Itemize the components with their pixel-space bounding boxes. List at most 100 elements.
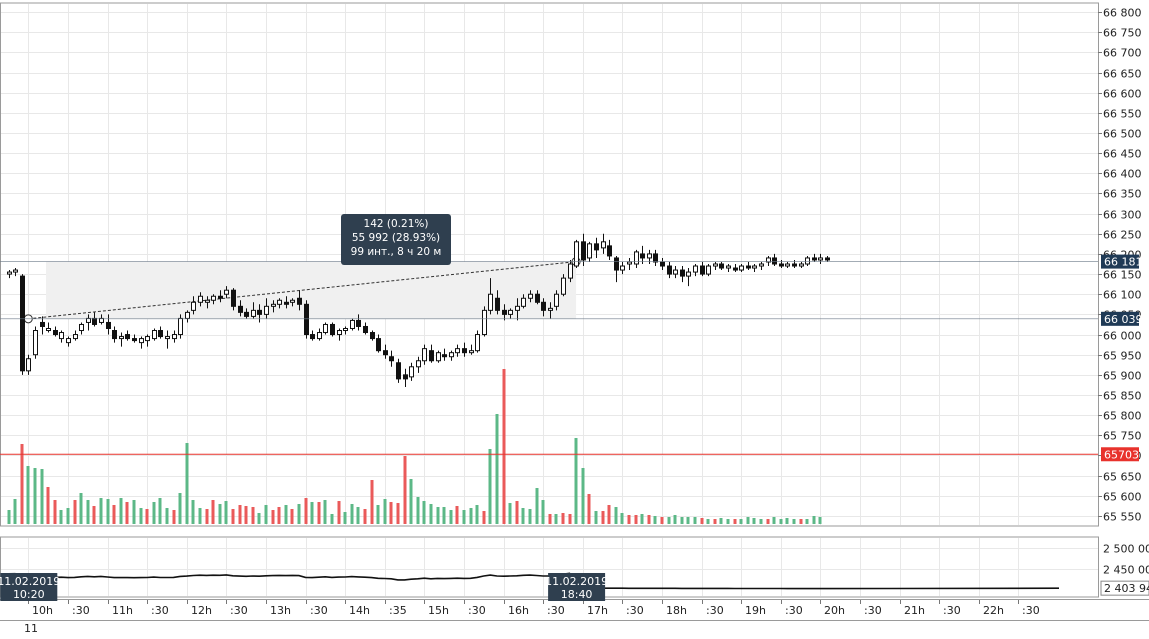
candle [488, 278, 493, 315]
candle [244, 308, 249, 319]
candle [231, 288, 236, 311]
candle [561, 274, 566, 297]
candle-body-up [548, 307, 553, 311]
candle-body-down [297, 297, 302, 305]
candle-body-up [686, 271, 691, 277]
candle-body-down [594, 243, 599, 251]
volume-bar [132, 500, 136, 524]
candle-body-down [92, 317, 97, 325]
candle-body-up [601, 241, 606, 249]
candle [152, 328, 157, 341]
candle [779, 259, 784, 269]
candle [284, 296, 289, 309]
volume-bar [713, 519, 717, 524]
candle [271, 300, 276, 313]
volume-bar [792, 519, 796, 524]
volume-bar [178, 493, 182, 524]
volume-bar [389, 502, 393, 524]
volume-bar [238, 505, 242, 524]
candle [132, 334, 137, 343]
candle-body-up [337, 330, 342, 336]
candle [647, 249, 652, 264]
price-tick-label: 66 100 [1103, 289, 1142, 302]
time-tick-label: 11h [112, 604, 133, 617]
volume-bar [337, 501, 341, 524]
volume-bar [772, 517, 776, 524]
price-tick-label: 66 750 [1103, 27, 1142, 40]
volume-bar [264, 505, 268, 524]
candle-body-up [818, 257, 823, 261]
candle [482, 306, 487, 337]
price-tick-label: 66 500 [1103, 128, 1142, 141]
candle [66, 336, 71, 347]
candle [601, 233, 606, 254]
candle [502, 304, 507, 321]
candle-body-up [799, 263, 804, 267]
candle [40, 316, 45, 335]
volume-bar [594, 511, 598, 524]
volume-bar [462, 510, 466, 524]
candle-body-up [568, 263, 573, 279]
time-tick-label: :30 [626, 604, 644, 617]
candle [818, 253, 823, 264]
volume-bar [739, 519, 743, 524]
candle [653, 249, 658, 267]
price-tick-label: 66 450 [1103, 148, 1142, 161]
candle-body-up [290, 299, 295, 303]
candle [403, 368, 408, 387]
volume-bar [482, 511, 486, 524]
date-badge-bg [0, 573, 58, 601]
indicator-panel [8, 572, 1060, 590]
candle-body-down [660, 261, 665, 267]
candle [330, 322, 335, 337]
volume-bar [92, 506, 96, 524]
candle [119, 332, 124, 347]
volume-bar [535, 488, 539, 524]
grid [0, 2, 1149, 621]
candle [508, 308, 513, 319]
price-marker-label-bg [1101, 254, 1139, 269]
volume-bar [805, 519, 809, 524]
candle [125, 330, 130, 341]
time-tick-label: :30 [230, 604, 248, 617]
candle [812, 253, 817, 262]
candle-body-up [172, 334, 177, 340]
candle [693, 264, 698, 277]
candle [343, 326, 348, 335]
candle [389, 350, 394, 367]
candle-body-up [554, 293, 559, 307]
candle-body-up [145, 336, 150, 342]
volume-bar [436, 507, 440, 524]
price-marker-label-bg [1101, 311, 1139, 326]
candle-body-down [396, 362, 401, 380]
volume-bar [449, 510, 453, 524]
candle [198, 292, 203, 307]
price-tick-label: 65 600 [1103, 491, 1142, 504]
volume-bar [86, 500, 90, 524]
candle [772, 253, 777, 267]
price-tick-label: 66 150 [1103, 269, 1142, 282]
volume-bar [343, 512, 347, 524]
candle [759, 261, 764, 271]
time-tick-label: 14h [349, 604, 370, 617]
measurement-line[interactable] [28, 261, 577, 320]
candle-body-up [86, 317, 91, 323]
candle [739, 264, 744, 273]
volume-bar [66, 508, 70, 524]
candle [165, 330, 170, 349]
candle-body-down [779, 263, 784, 267]
price-tick-label: 65 850 [1103, 390, 1142, 403]
candle-body-down [20, 275, 25, 372]
candle [53, 326, 58, 337]
volume-bar [528, 509, 532, 524]
volume-bar [317, 502, 321, 524]
time-tick-label: :30 [706, 604, 724, 617]
candle-body-up [574, 241, 579, 267]
time-tick-label: :30 [310, 604, 328, 617]
volume-bar [422, 501, 426, 524]
volume-bar [469, 508, 473, 524]
candle [785, 261, 790, 269]
candle-body-up [647, 253, 652, 259]
measurement-tool[interactable] [23, 257, 581, 324]
